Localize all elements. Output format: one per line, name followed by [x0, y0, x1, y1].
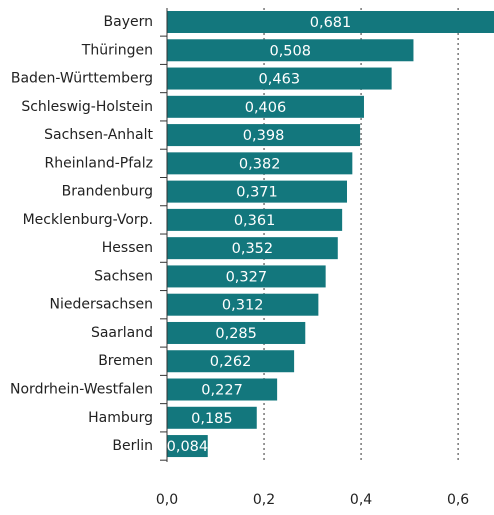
bar: [167, 406, 257, 429]
bar: [167, 152, 353, 175]
bar: [167, 265, 326, 288]
value-label: 0,227: [201, 383, 243, 399]
x-tick-label: 0,0: [156, 492, 178, 508]
value-label: 0,382: [239, 156, 281, 172]
value-label: 0,327: [226, 269, 268, 285]
y-tick-label: Berlin: [112, 438, 153, 454]
bar: [167, 208, 343, 231]
bars: [167, 11, 494, 458]
y-tick-label: Thüringen: [81, 42, 153, 58]
bar: [167, 237, 338, 260]
x-tick-label: 0,2: [253, 492, 275, 508]
bar: [167, 378, 278, 401]
y-tick-label: Sachsen: [94, 268, 153, 284]
y-tick-label: Schleswig-Holstein: [21, 99, 153, 115]
bar: [167, 293, 319, 316]
value-label: 0,185: [191, 411, 233, 427]
x-tick-label: 0,4: [350, 492, 372, 508]
value-label: 0,352: [232, 241, 274, 257]
y-tick-label: Saarland: [91, 325, 153, 341]
value-label: 0,285: [215, 326, 257, 342]
y-tick-label: Brandenburg: [62, 184, 153, 200]
x-tick-label: 0,6: [447, 492, 469, 508]
bar: [167, 39, 414, 62]
value-label: 0,262: [210, 354, 252, 370]
bar: [167, 67, 392, 90]
y-tick-label: Bayern: [104, 14, 153, 30]
value-label: 0,084: [167, 439, 209, 455]
y-tick-label: Rheinland-Pfalz: [45, 155, 153, 171]
y-tick-label: Niedersachsen: [50, 297, 153, 313]
y-tick-label: Hessen: [102, 240, 153, 256]
value-label: 0,398: [243, 128, 285, 144]
y-tick-label: Nordrhein-Westfalen: [10, 382, 153, 398]
value-label: 0,463: [259, 72, 301, 88]
bar: [167, 180, 347, 203]
bar: [167, 350, 295, 373]
bar: [167, 321, 306, 344]
value-label: 0,312: [222, 298, 264, 314]
value-label: 0,406: [245, 100, 287, 116]
value-label: 0,681: [310, 15, 352, 31]
bar: [167, 435, 208, 458]
value-label: 0,371: [236, 185, 278, 201]
bar: [167, 11, 494, 33]
value-label: 0,361: [234, 213, 276, 229]
y-tick-label: Baden-Württemberg: [11, 71, 153, 87]
y-tick-label: Sachsen-Anhalt: [44, 127, 153, 143]
bar: [167, 95, 364, 118]
y-tick-label: Hamburg: [88, 410, 153, 426]
y-tick-label: Mecklenburg-Vorp.: [23, 212, 153, 228]
value-label: 0,508: [269, 43, 311, 59]
y-tick-label: Bremen: [98, 353, 153, 369]
bar: [167, 124, 361, 147]
